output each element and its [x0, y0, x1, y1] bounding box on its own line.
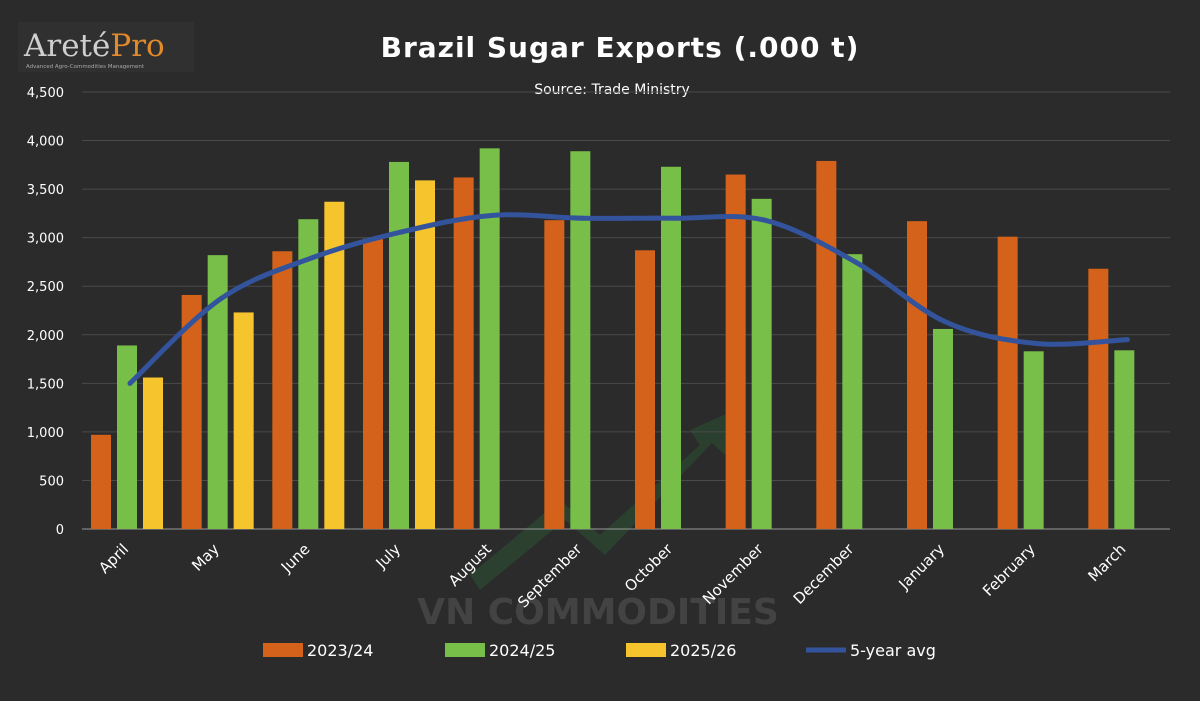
avg-point-august [490, 212, 496, 218]
legend-swatch-2025-26 [626, 643, 666, 657]
y-tick-label: 3,500 [27, 183, 64, 198]
bar-2025-26-july [415, 180, 435, 530]
bar-2023-24-may [181, 294, 202, 529]
bar-2024-25-september [570, 151, 591, 529]
avg-point-september [580, 215, 586, 221]
logo-tagline: Advanced Agro-Commodities Management [26, 64, 145, 70]
y-tick-label: 2,500 [27, 280, 64, 295]
avg-point-november [762, 217, 768, 223]
bar-2024-25-february [1023, 351, 1044, 529]
y-tick-label: 500 [39, 474, 64, 489]
bar-2024-25-april [117, 345, 137, 529]
chart-title: Brazil Sugar Exports (.000 t) [381, 31, 860, 64]
avg-point-march [1124, 337, 1130, 343]
bar-2023-24-january [907, 221, 927, 529]
bar-2023-24-september [544, 220, 565, 530]
y-tick-label: 0 [56, 523, 64, 538]
avg-point-october [671, 215, 677, 221]
avg-point-april [127, 380, 133, 386]
bar-2023-24-february [997, 236, 1018, 529]
legend-swatch-2024-25 [445, 643, 485, 657]
bar-2023-24-april [91, 434, 111, 529]
y-axis: 0 500 1,000 1,500 2,000 2,500 3,000 3,500 4,000 4… [27, 86, 64, 538]
bar-2023-24-march [1088, 268, 1109, 529]
bar-2024-25-may [207, 255, 228, 529]
gridlines [82, 91, 1170, 530]
y-tick-label: 4,000 [27, 135, 64, 150]
bar-2024-25-november [751, 198, 772, 530]
legend-label: 2024/25 [489, 641, 555, 660]
bar-2024-25-july [389, 161, 409, 530]
legend-label: 5-year avg [850, 641, 936, 660]
bar-2024-25-august [479, 148, 500, 529]
bar-2025-26-may [233, 312, 254, 529]
y-tick-label: 4,500 [27, 86, 64, 101]
avg-point-june [308, 255, 314, 261]
logo-brand-accent: Pro [110, 28, 164, 64]
avg-point-january [943, 319, 949, 325]
avg-point-february [1034, 341, 1040, 347]
svg-text:AretéPro: AretéPro [23, 28, 165, 64]
avg-line-layer [127, 212, 1130, 386]
legend-swatch-2023-24 [263, 643, 303, 657]
bar-2025-26-june [324, 201, 345, 530]
bar-2023-24-july [363, 238, 383, 530]
bar-2023-24-june [272, 251, 293, 530]
legend: 2023/24 2024/25 2025/26 5-year avg [263, 641, 936, 660]
watermark: VN COMMODITIES [417, 410, 779, 633]
bar-2023-24-november [725, 174, 746, 530]
bar-2024-25-october [661, 166, 681, 529]
bar-2024-25-june [298, 219, 319, 529]
logo-brand-main: Areté [23, 28, 110, 64]
y-tick-label: 3,000 [27, 232, 64, 247]
bar-2023-24-december [816, 160, 837, 529]
avg-point-may [218, 296, 224, 302]
bar-2023-24-august [453, 177, 474, 530]
y-tick-label: 1,500 [27, 377, 64, 392]
bar-2023-24-october [635, 250, 655, 529]
legend-label: 2023/24 [307, 641, 373, 660]
bar-2025-26-april [143, 377, 163, 529]
avg-point-december [852, 259, 858, 265]
chart-subtitle: Source: Trade Ministry [534, 82, 690, 98]
y-tick-label: 1,000 [27, 426, 64, 441]
bar-2024-25-march [1114, 350, 1135, 529]
legend-label: 2025/26 [670, 641, 736, 660]
bar-2024-25-december [842, 254, 863, 530]
watermark-arrow-icon [470, 410, 735, 590]
bar-2024-25-january [933, 328, 953, 529]
bars [91, 148, 1135, 530]
logo: AretéPro Advanced Agro-Commodities Manag… [18, 22, 194, 72]
watermark-text: VN COMMODITIES [417, 592, 779, 633]
y-tick-label: 2,000 [27, 329, 64, 344]
avg-point-july [399, 229, 405, 235]
